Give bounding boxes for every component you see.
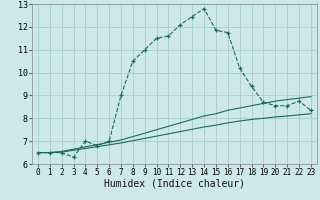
X-axis label: Humidex (Indice chaleur): Humidex (Indice chaleur) [104, 179, 245, 189]
